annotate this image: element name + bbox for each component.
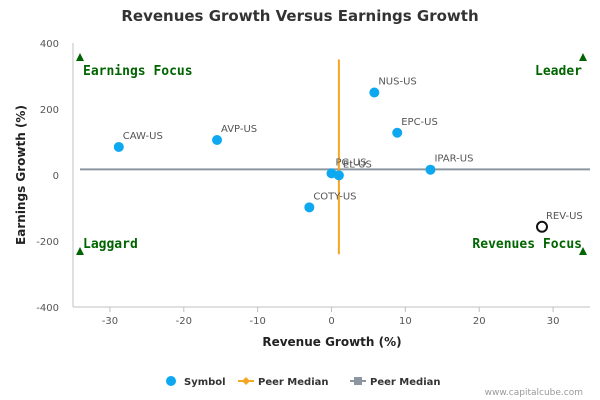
x-tick-label: -20 bbox=[176, 316, 192, 327]
data-point bbox=[333, 170, 344, 181]
quadrant-label-earnings-focus: Earnings Focus bbox=[83, 64, 193, 79]
chart-title: Revenues Growth Versus Earnings Growth bbox=[121, 7, 478, 25]
legend-diamond-icon bbox=[242, 377, 250, 385]
data-point-label: CAW-US bbox=[123, 131, 163, 142]
quadrant-label-revenues-focus: Revenues Focus bbox=[472, 237, 582, 252]
quadrant-marker-icon bbox=[76, 247, 84, 255]
data-point-label: EPC-US bbox=[401, 117, 438, 128]
data-point-label: PG-US bbox=[336, 157, 367, 168]
data-point bbox=[425, 164, 436, 175]
quadrant-marker-icon bbox=[579, 53, 587, 61]
quadrant-marker-icon bbox=[76, 53, 84, 61]
y-tick-label: 200 bbox=[40, 105, 59, 116]
x-tick-label: 30 bbox=[547, 316, 560, 327]
data-point-label: REV-US bbox=[546, 211, 583, 222]
plot-area: -30 -20 -10 0 10 20 30 -400 -200 0 200 400 Earnings … bbox=[36, 39, 590, 327]
quadrant-marker-icon bbox=[579, 247, 587, 255]
legend-label: Peer Median bbox=[258, 377, 329, 388]
data-point bbox=[535, 220, 548, 233]
data-point bbox=[392, 127, 403, 138]
y-tick-label: -400 bbox=[36, 303, 59, 314]
y-tick-label: -200 bbox=[36, 237, 59, 248]
data-point bbox=[113, 141, 124, 152]
y-tick-label: 400 bbox=[40, 39, 59, 50]
data-point-label: NUS-US bbox=[378, 77, 416, 88]
quadrant-label-laggard: Laggard bbox=[83, 237, 138, 252]
y-tick-label: 0 bbox=[53, 171, 59, 182]
data-point-label: AVP-US bbox=[221, 124, 257, 135]
x-tick-label: 10 bbox=[399, 316, 412, 327]
legend: Symbol Peer Median Peer Median bbox=[166, 376, 441, 388]
data-point-label: IPAR-US bbox=[434, 154, 473, 165]
data-point bbox=[212, 135, 223, 146]
credit-text: www.capitalcube.com bbox=[485, 388, 583, 398]
x-tick-label: 20 bbox=[473, 316, 486, 327]
data-point-label: COTY-US bbox=[313, 191, 356, 202]
legend-label: Symbol bbox=[184, 377, 226, 388]
legend-symbol-icon bbox=[166, 376, 176, 386]
legend-label: Peer Median bbox=[370, 377, 441, 388]
x-tick-label: -30 bbox=[102, 316, 118, 327]
quadrant-label-leader: Leader bbox=[535, 64, 582, 79]
data-point bbox=[304, 202, 315, 213]
data-point-label: EL-US bbox=[343, 159, 372, 170]
x-axis-label: Revenue Growth (%) bbox=[262, 335, 401, 349]
legend-square-icon bbox=[354, 377, 362, 385]
data-point bbox=[369, 87, 380, 98]
x-tick-label: -10 bbox=[249, 316, 265, 327]
x-tick-label: 0 bbox=[328, 316, 334, 327]
y-axis-label: Earnings Growth (%) bbox=[14, 105, 28, 245]
